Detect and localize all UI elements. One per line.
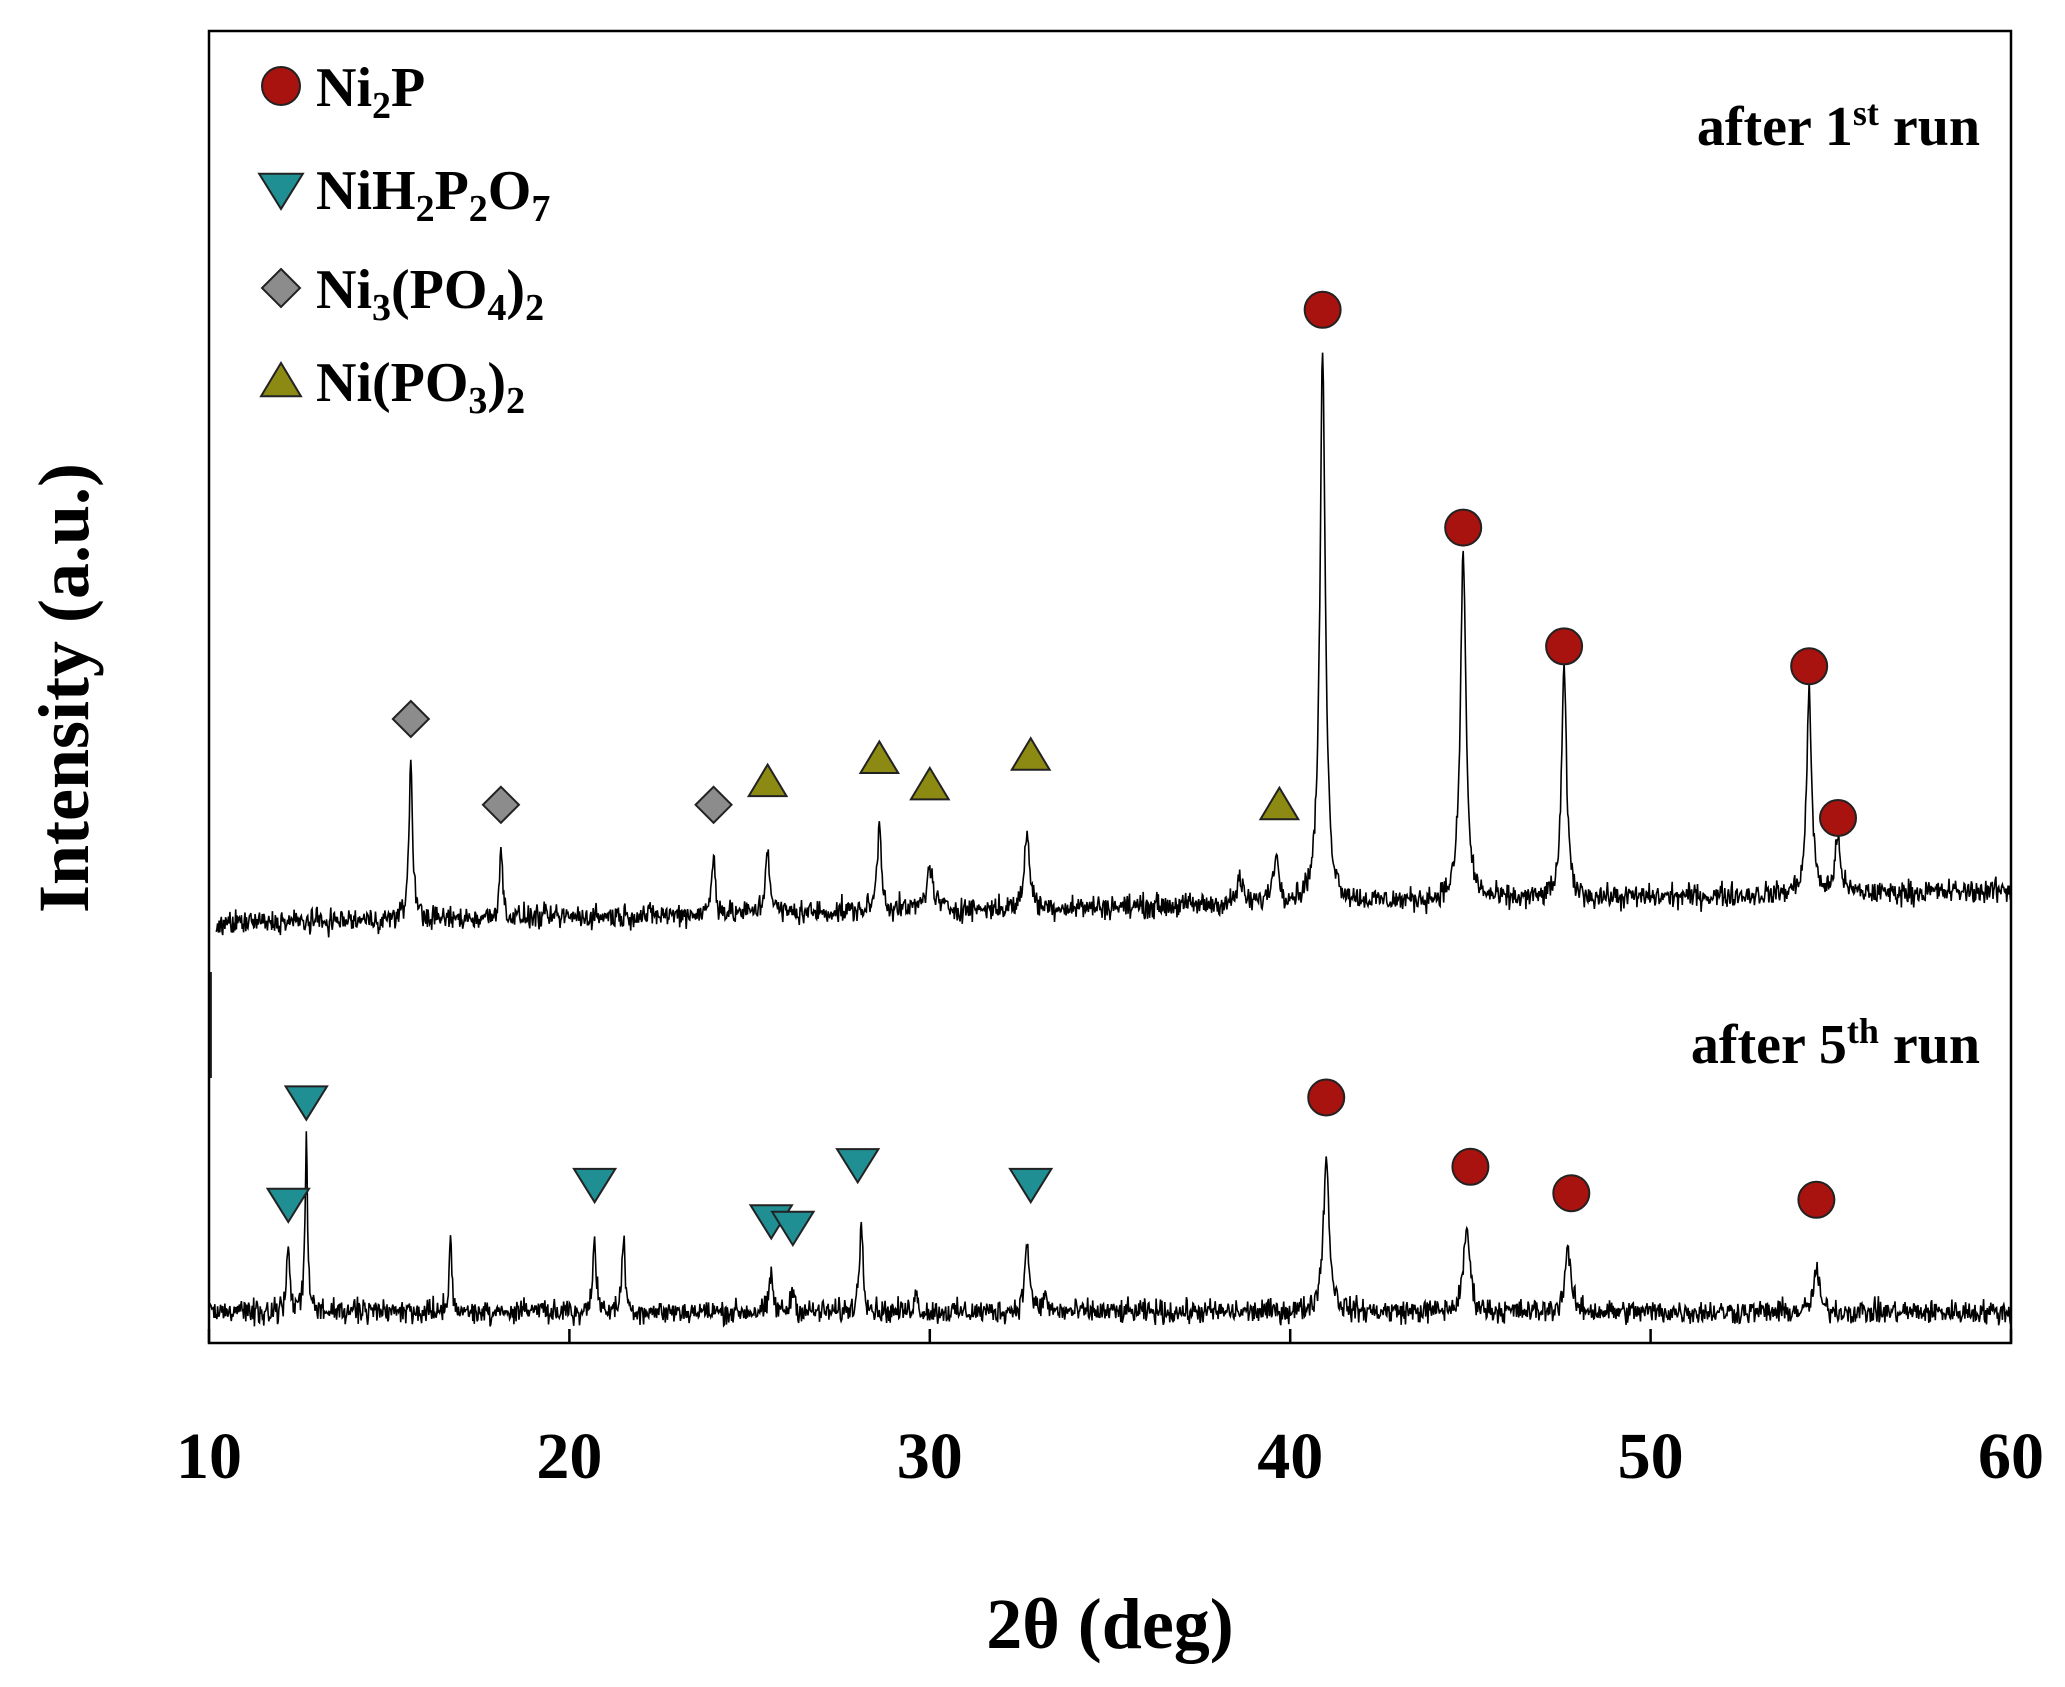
peak-marker-nih2p2o7-14 (265, 1187, 311, 1224)
peak-marker-nih2p2o7-15 (283, 1085, 329, 1122)
legend-item-ni2p: Ni2P (261, 57, 425, 127)
peak-marker-nih2p2o7-19 (835, 1148, 881, 1185)
peak-marker-ni3po42-2 (481, 785, 521, 825)
legend-marker-diamond (260, 267, 302, 309)
legend-marker-triangle-up (259, 361, 303, 398)
legend-label-part: P (435, 160, 469, 222)
legend-item-ni3po42: Ni3(PO4)2 (260, 259, 544, 329)
series-label-1: after 1st run (1697, 93, 1980, 158)
legend-label-ni3po42: Ni3(PO4)2 (316, 259, 544, 329)
series-label-tail: run (1879, 96, 1980, 158)
plot-frame (207, 29, 2013, 1345)
x-tick-label-50: 50 (1618, 1420, 1684, 1493)
peak-marker-ni2p-21 (1307, 1078, 1346, 1117)
legend-label-part: (PO (391, 259, 487, 321)
series-label-sup: th (1847, 1011, 1879, 1051)
legend-marker-triangle-down (257, 172, 305, 211)
peak-marker-ni2p-10 (1444, 508, 1483, 547)
peak-marker-nipo32-7 (1010, 736, 1052, 771)
peak-marker-ni2p-12 (1790, 647, 1829, 686)
legend-label-part: 2 (372, 85, 391, 127)
peak-marker-nipo32-8 (1258, 785, 1301, 821)
legend-label-part: 2 (506, 380, 525, 422)
legend-label-part: 2 (469, 188, 488, 230)
legend-label-part: 7 (531, 188, 550, 230)
legend-label-text: Ni (316, 57, 372, 119)
legend-label-part: P (391, 57, 425, 119)
series-layer (208, 352, 2012, 1328)
series-label-main: after 5 (1691, 1014, 1847, 1076)
legend-label-text: NiH (316, 160, 416, 222)
legend-label-text: Ni (316, 259, 372, 321)
legend-label-part: ) (487, 352, 506, 414)
peak-marker-ni3po42-3 (694, 785, 733, 825)
legend-item-nih2p2o7: NiH2P2O7 (257, 160, 550, 230)
peak-marker-nih2p2o7-18 (770, 1210, 816, 1247)
legend-label-part: 2 (525, 287, 544, 329)
marker-layer (265, 290, 1858, 1247)
legend-label-text: Ni(PO (316, 352, 468, 414)
legend-label-part: ) (506, 259, 525, 321)
peak-marker-nipo32-6 (909, 765, 951, 801)
x-axis-label: 2θ (deg) (986, 1584, 1234, 1664)
peak-marker-ni2p-11 (1545, 627, 1584, 666)
legend-label-part: 3 (468, 380, 487, 422)
y-axis-label: Intensity (a.u.) (24, 463, 104, 913)
legend-marker-circle (261, 66, 301, 106)
legend-label-ni2p: Ni2P (316, 57, 425, 127)
series-label-2: after 5th run (1691, 1011, 1980, 1076)
peak-marker-ni2p-9 (1303, 290, 1342, 329)
peak-marker-ni2p-23 (1552, 1174, 1591, 1213)
peak-marker-nih2p2o7-16 (572, 1167, 618, 1205)
x-axis: 10 20 30 40 50 60 (176, 1329, 2044, 1493)
legend-label-part: 3 (372, 287, 391, 329)
peak-marker-ni2p-13 (1819, 799, 1858, 837)
x-tick-label-60: 60 (1978, 1420, 2044, 1493)
x-tick-label-10: 10 (176, 1420, 242, 1493)
peak-marker-ni2p-22 (1451, 1147, 1490, 1186)
x-tick-label-40: 40 (1257, 1420, 1323, 1493)
peak-marker-nih2p2o7-20 (1008, 1167, 1054, 1205)
legend-label-part: O (488, 160, 532, 222)
series-label-tail: run (1879, 1014, 1980, 1076)
legend-label-nipo32: Ni(PO3)2 (316, 352, 525, 422)
legend-item-nipo32: Ni(PO3)2 (259, 352, 525, 422)
series-label-main: after 1 (1697, 96, 1853, 158)
x-tick-label-30: 30 (897, 1420, 963, 1493)
legend-label-part: 4 (487, 287, 506, 329)
series-line-2 (208, 1131, 2012, 1328)
legend-label-part: 2 (416, 188, 435, 230)
series-label-sup: st (1853, 93, 1879, 133)
series-line-1 (215, 352, 2012, 938)
peak-marker-nipo32-4 (746, 762, 789, 798)
legend-label-nih2p2o7: NiH2P2O7 (316, 160, 550, 230)
peak-marker-ni3po42-1 (391, 699, 431, 739)
peak-marker-ni2p-24 (1797, 1180, 1836, 1219)
peak-marker-nipo32-5 (858, 739, 901, 774)
x-tick-label-20: 20 (536, 1420, 602, 1493)
